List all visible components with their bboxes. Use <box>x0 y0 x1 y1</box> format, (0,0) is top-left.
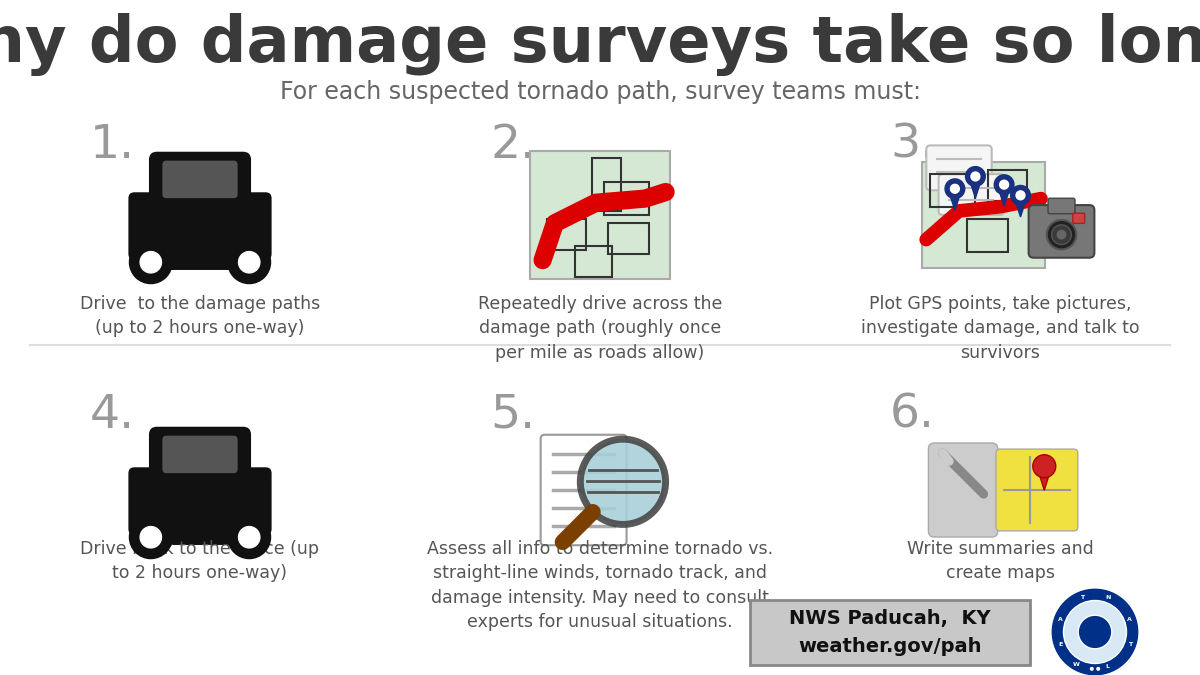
Bar <box>930 174 976 207</box>
Text: 1.: 1. <box>90 122 136 167</box>
Circle shape <box>1000 180 1008 189</box>
Circle shape <box>140 252 162 273</box>
Circle shape <box>1016 191 1025 200</box>
FancyBboxPatch shape <box>750 600 1030 665</box>
FancyBboxPatch shape <box>922 162 1045 268</box>
Polygon shape <box>1014 195 1027 217</box>
Circle shape <box>995 175 1014 194</box>
Text: W: W <box>1073 662 1080 666</box>
FancyBboxPatch shape <box>530 151 670 279</box>
Text: Why do damage surveys take so long?: Why do damage surveys take so long? <box>0 14 1200 76</box>
FancyBboxPatch shape <box>162 435 238 473</box>
Polygon shape <box>948 189 961 211</box>
FancyBboxPatch shape <box>929 443 998 537</box>
FancyBboxPatch shape <box>128 467 271 535</box>
Circle shape <box>581 439 666 524</box>
Bar <box>608 223 649 254</box>
Text: E: E <box>1058 642 1062 647</box>
Text: 2.: 2. <box>490 122 535 167</box>
FancyBboxPatch shape <box>996 449 1078 531</box>
FancyBboxPatch shape <box>140 523 259 545</box>
Circle shape <box>1033 455 1056 478</box>
Circle shape <box>1063 601 1127 664</box>
Polygon shape <box>997 185 1010 207</box>
Text: Plot GPS points, take pictures,
investigate damage, and talk to
survivors: Plot GPS points, take pictures, investig… <box>860 295 1139 362</box>
FancyBboxPatch shape <box>140 248 259 270</box>
Text: Repeatedly drive across the
damage path (roughly once
per mile as roads allow): Repeatedly drive across the damage path … <box>478 295 722 362</box>
Text: NWS Paducah,  KY
weather.gov/pah: NWS Paducah, KY weather.gov/pah <box>790 609 991 656</box>
Text: Drive back to the office (up
to 2 hours one-way): Drive back to the office (up to 2 hours … <box>80 540 319 583</box>
FancyBboxPatch shape <box>128 192 271 260</box>
Text: L: L <box>1105 664 1110 669</box>
Bar <box>988 170 1027 201</box>
Bar <box>576 246 612 277</box>
Text: 5.: 5. <box>490 392 535 437</box>
Circle shape <box>950 184 959 193</box>
Polygon shape <box>1037 466 1051 490</box>
Text: T: T <box>1080 595 1085 600</box>
Circle shape <box>1056 230 1067 240</box>
FancyBboxPatch shape <box>541 435 626 545</box>
FancyBboxPatch shape <box>1028 205 1094 258</box>
FancyBboxPatch shape <box>926 145 991 190</box>
Bar <box>604 182 649 215</box>
Circle shape <box>971 172 980 181</box>
FancyBboxPatch shape <box>1073 213 1085 223</box>
Bar <box>967 219 1008 252</box>
Circle shape <box>130 516 172 558</box>
Text: A: A <box>1058 617 1063 622</box>
Circle shape <box>130 241 172 284</box>
Polygon shape <box>968 176 983 198</box>
Circle shape <box>1010 186 1031 205</box>
Circle shape <box>1097 667 1100 671</box>
Circle shape <box>140 526 162 548</box>
Circle shape <box>239 252 260 273</box>
FancyBboxPatch shape <box>1048 198 1075 214</box>
Circle shape <box>1079 615 1111 649</box>
Text: 6.: 6. <box>890 392 935 437</box>
Circle shape <box>1054 590 1138 674</box>
Text: Drive  to the damage paths
(up to 2 hours one-way): Drive to the damage paths (up to 2 hours… <box>80 295 320 338</box>
Circle shape <box>1046 220 1076 250</box>
Bar <box>547 219 586 250</box>
Text: Write summaries and
create maps: Write summaries and create maps <box>907 540 1093 583</box>
Circle shape <box>228 241 270 284</box>
Circle shape <box>1090 667 1093 671</box>
Text: N: N <box>1105 595 1110 600</box>
Bar <box>592 157 620 211</box>
Text: A: A <box>1127 617 1132 622</box>
Circle shape <box>946 179 965 198</box>
Text: 3.: 3. <box>890 122 935 167</box>
Text: T: T <box>1128 642 1132 647</box>
Circle shape <box>239 526 260 548</box>
Circle shape <box>966 167 985 186</box>
Text: Assess all info to determine tornado vs.
straight-line winds, tornado track, and: Assess all info to determine tornado vs.… <box>427 540 773 631</box>
Circle shape <box>1051 225 1072 244</box>
Circle shape <box>228 516 270 558</box>
Text: For each suspected tornado path, survey teams must:: For each suspected tornado path, survey … <box>280 80 920 104</box>
FancyBboxPatch shape <box>162 161 238 198</box>
FancyBboxPatch shape <box>149 427 251 488</box>
FancyBboxPatch shape <box>149 152 251 213</box>
FancyBboxPatch shape <box>938 174 1004 215</box>
Text: 4.: 4. <box>90 392 136 437</box>
